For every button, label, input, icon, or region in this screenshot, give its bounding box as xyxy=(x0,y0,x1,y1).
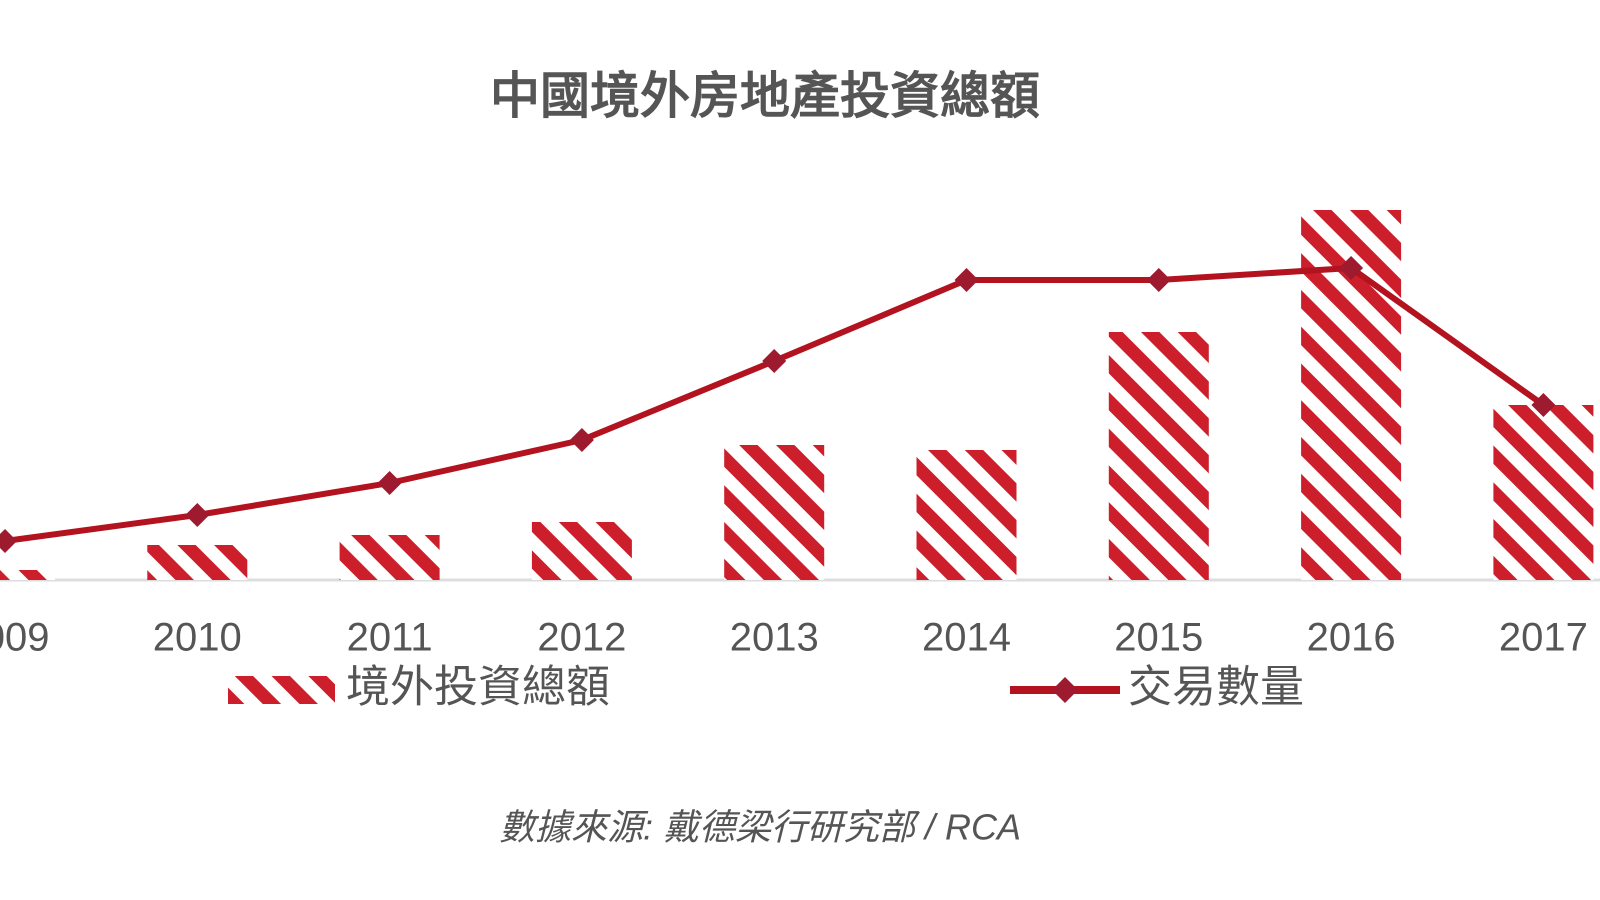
line-marker xyxy=(1531,393,1556,417)
x-tick-label: 2012 xyxy=(537,616,626,660)
chart-title: 中國境外房地產投資總額 xyxy=(490,68,1040,124)
legend-swatch xyxy=(228,676,335,704)
legend-marker xyxy=(1052,677,1078,703)
line-marker xyxy=(377,471,402,495)
source: 數據來源: 戴德梁行研究部 / RCA xyxy=(499,807,1021,848)
bar xyxy=(147,545,248,580)
line-marker xyxy=(954,268,979,292)
bar xyxy=(1493,405,1594,580)
x-tick-label: 2009 xyxy=(0,616,49,660)
legend-label: 境外投資總額 xyxy=(346,663,610,712)
bar xyxy=(1108,332,1209,580)
bar xyxy=(339,535,440,580)
line-marker xyxy=(1339,256,1364,280)
x-tick-label: 2011 xyxy=(347,616,433,660)
bar xyxy=(0,570,55,580)
bar xyxy=(531,522,632,580)
line-marker xyxy=(0,529,17,553)
x-tick-label: 2013 xyxy=(730,616,819,660)
x-tick-label: 2014 xyxy=(922,616,1011,660)
x-tick-label: 2015 xyxy=(1114,616,1203,660)
x-tick-label: 2010 xyxy=(153,616,242,660)
line-marker xyxy=(762,349,787,373)
line-marker xyxy=(569,428,594,452)
bar xyxy=(724,445,825,580)
bar xyxy=(916,450,1017,580)
line-marker xyxy=(1146,268,1171,292)
x-tick-label: 2016 xyxy=(1307,616,1396,660)
line-marker xyxy=(185,503,210,527)
legend-label: 交易數量 xyxy=(1128,663,1304,712)
x-tick-label: 2017 xyxy=(1499,616,1588,660)
